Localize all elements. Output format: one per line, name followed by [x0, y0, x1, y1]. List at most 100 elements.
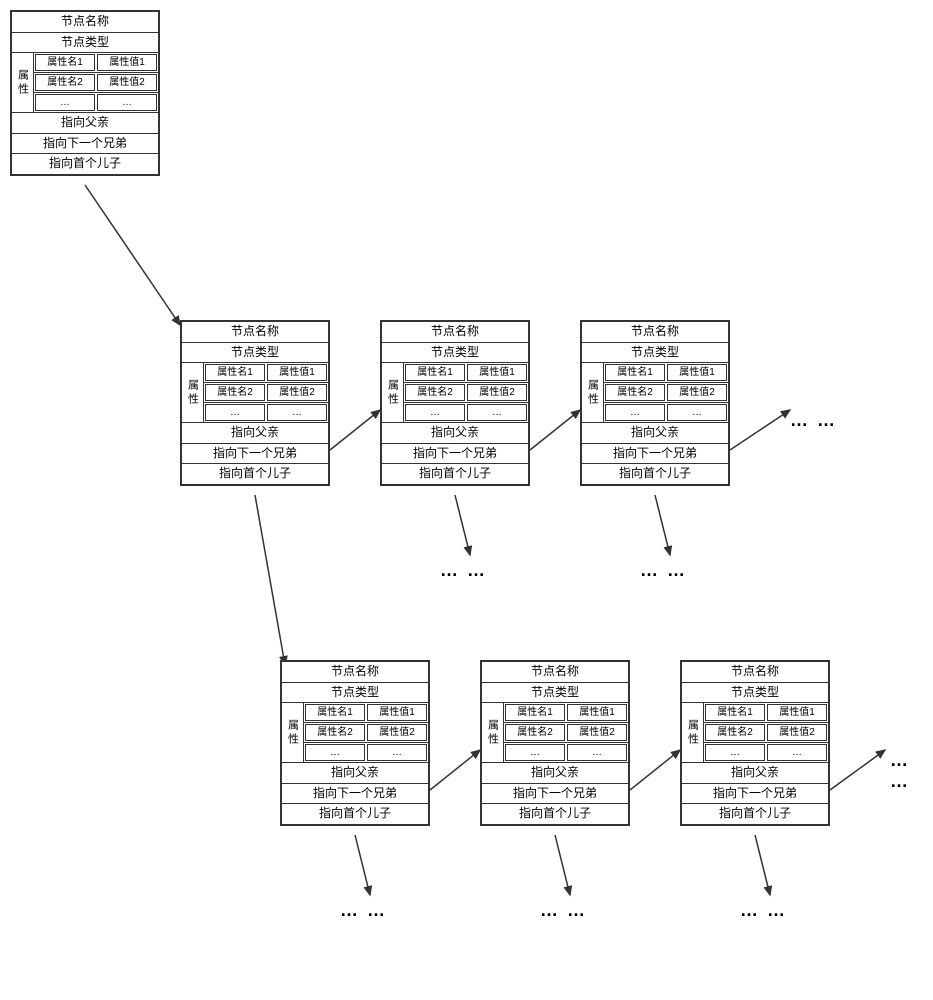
attr-label: 属性 [182, 363, 204, 422]
attr-name: 属性名1 [305, 704, 365, 721]
ptr-child: 指向首个儿子 [582, 464, 728, 484]
node-type: 节点类型 [282, 683, 428, 704]
attr-value: 属性值2 [767, 724, 827, 741]
attr-value: 属性值1 [97, 54, 157, 71]
attr-row: 属性名1属性值1 [204, 363, 328, 383]
ptr-sibling: 指向下一个兄弟 [182, 444, 328, 465]
attr-name: 属性名1 [605, 364, 665, 381]
ptr-child: 指向首个儿子 [682, 804, 828, 824]
ptr-sibling: 指向下一个兄弟 [682, 784, 828, 805]
attr-name: 属性名1 [405, 364, 465, 381]
attr-row: 属性名2属性值2 [404, 383, 528, 403]
ptr-parent: 指向父亲 [682, 763, 828, 784]
ellipsis: … … [440, 560, 487, 581]
attr-row: 属性名1属性值1 [304, 703, 428, 723]
ptr-child: 指向首个儿子 [12, 154, 158, 174]
attr-value: 属性值1 [367, 704, 427, 721]
tree-node: 节点名称节点类型属性属性名1属性值1属性名2属性值2……指向父亲指向下一个兄弟指… [480, 660, 630, 826]
ptr-child: 指向首个儿子 [182, 464, 328, 484]
node-type: 节点类型 [382, 343, 528, 364]
arrow [255, 495, 285, 665]
ptr-parent: 指向父亲 [12, 113, 158, 134]
arrow [85, 185, 180, 325]
attr-value: 属性值1 [467, 364, 527, 381]
ptr-sibling: 指向下一个兄弟 [282, 784, 428, 805]
attr-name: … [505, 744, 565, 761]
arrow [455, 495, 470, 555]
ptr-sibling: 指向下一个兄弟 [582, 444, 728, 465]
attr-table: 属性名1属性值1属性名2属性值2…… [34, 53, 158, 112]
attr-row: 属性名2属性值2 [304, 723, 428, 743]
attr-table: 属性名1属性值1属性名2属性值2…… [704, 703, 828, 762]
attr-value: … [267, 404, 327, 421]
ptr-child: 指向首个儿子 [282, 804, 428, 824]
ellipsis: … … [890, 750, 933, 792]
arrow [355, 835, 370, 895]
attr-row: 属性名2属性值2 [704, 723, 828, 743]
attr-value: … [567, 744, 627, 761]
attr-label: 属性 [382, 363, 404, 422]
attr-row: …… [404, 403, 528, 422]
ptr-sibling: 指向下一个兄弟 [12, 134, 158, 155]
attr-section: 属性属性名1属性值1属性名2属性值2…… [582, 363, 728, 423]
attr-row: 属性名2属性值2 [204, 383, 328, 403]
ellipsis: … … [790, 410, 837, 431]
node-name: 节点名称 [582, 322, 728, 343]
attr-value: … [667, 404, 727, 421]
ellipsis: … … [540, 900, 587, 921]
arrow [555, 835, 570, 895]
ptr-child: 指向首个儿子 [382, 464, 528, 484]
attr-name: … [35, 94, 95, 111]
tree-node: 节点名称节点类型属性属性名1属性值1属性名2属性值2……指向父亲指向下一个兄弟指… [580, 320, 730, 486]
attr-value: 属性值1 [767, 704, 827, 721]
attr-value: … [367, 744, 427, 761]
attr-value: 属性值1 [667, 364, 727, 381]
attr-section: 属性属性名1属性值1属性名2属性值2…… [12, 53, 158, 113]
attr-value: … [767, 744, 827, 761]
arrow [655, 495, 670, 555]
node-type: 节点类型 [482, 683, 628, 704]
ptr-sibling: 指向下一个兄弟 [382, 444, 528, 465]
tree-node: 节点名称节点类型属性属性名1属性值1属性名2属性值2……指向父亲指向下一个兄弟指… [680, 660, 830, 826]
attr-label: 属性 [12, 53, 34, 112]
ptr-parent: 指向父亲 [282, 763, 428, 784]
node-type: 节点类型 [12, 33, 158, 54]
attr-name: … [205, 404, 265, 421]
attr-section: 属性属性名1属性值1属性名2属性值2…… [182, 363, 328, 423]
arrow [730, 410, 790, 450]
arrow [430, 750, 480, 790]
attr-value: … [467, 404, 527, 421]
attr-value: 属性值2 [567, 724, 627, 741]
ptr-parent: 指向父亲 [182, 423, 328, 444]
attr-value: 属性值1 [267, 364, 327, 381]
attr-section: 属性属性名1属性值1 属性名2属性值2…… [382, 363, 528, 423]
attr-label: 属性 [482, 703, 504, 762]
attr-name: 属性名2 [305, 724, 365, 741]
node-name: 节点名称 [282, 662, 428, 683]
attr-table: 属性名1属性值1属性名2属性值2…… [304, 703, 428, 762]
attr-row: 属性名1属性值1 [504, 703, 628, 723]
attr-section: 属性属性名1属性值1属性名2属性值2…… [682, 703, 828, 763]
tree-node: 节点名称节点类型属性属性名1属性值1属性名2属性值2……指向父亲指向下一个兄弟指… [10, 10, 160, 176]
attr-name: … [305, 744, 365, 761]
ptr-parent: 指向父亲 [482, 763, 628, 784]
attr-value: 属性值2 [467, 384, 527, 401]
attr-name: 属性名1 [205, 364, 265, 381]
attr-name: … [705, 744, 765, 761]
attr-row: 属性名2属性值2 [504, 723, 628, 743]
attr-row: 属性名1属性值1 [704, 703, 828, 723]
attr-value: 属性值2 [97, 74, 157, 91]
attr-name: 属性名2 [35, 74, 95, 91]
arrow [755, 835, 770, 895]
attr-name: … [405, 404, 465, 421]
ptr-sibling: 指向下一个兄弟 [482, 784, 628, 805]
attr-name: … [605, 404, 665, 421]
tree-node: 节点名称节点类型属性属性名1属性值1属性名2属性值2……指向父亲指向下一个兄弟指… [280, 660, 430, 826]
arrow [330, 410, 380, 450]
node-type: 节点类型 [182, 343, 328, 364]
node-type: 节点类型 [682, 683, 828, 704]
ellipsis: … … [740, 900, 787, 921]
node-name: 节点名称 [482, 662, 628, 683]
attr-name: 属性名1 [505, 704, 565, 721]
attr-row: …… [34, 93, 158, 112]
